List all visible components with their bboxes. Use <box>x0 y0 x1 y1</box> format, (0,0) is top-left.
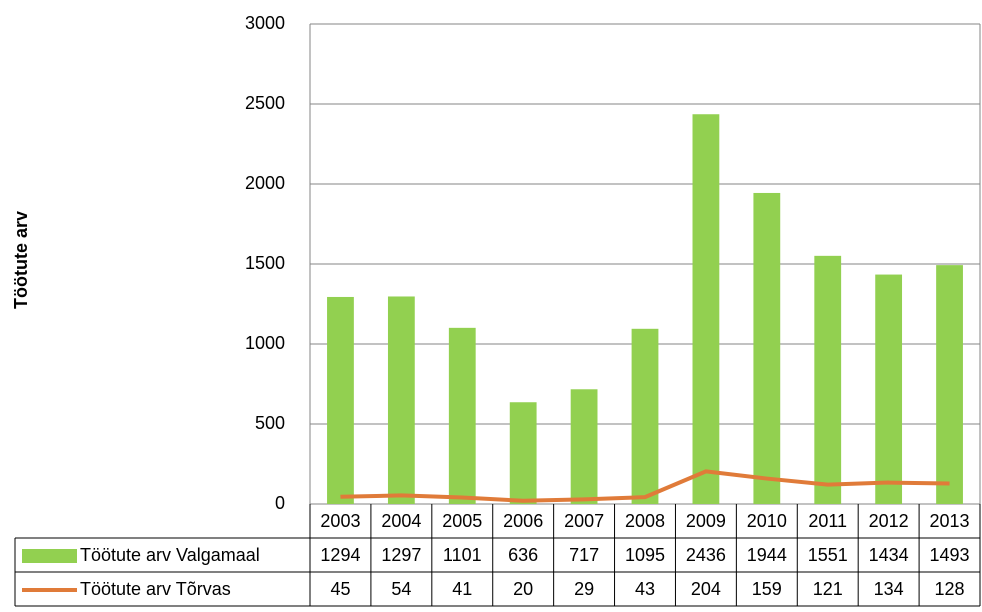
y-tick-label: 1500 <box>245 253 285 273</box>
bar <box>509 402 537 504</box>
table-value: 1434 <box>869 545 909 565</box>
table-value: 1297 <box>381 545 421 565</box>
x-tick-label: 2013 <box>930 511 970 531</box>
x-tick-label: 2006 <box>503 511 543 531</box>
bar <box>692 114 720 505</box>
bar <box>327 296 354 504</box>
x-tick-label: 2007 <box>564 511 604 531</box>
legend-label: Töötute arv Tõrvas <box>80 579 231 599</box>
line <box>340 469 950 503</box>
table-value: 1551 <box>808 545 848 565</box>
x-tick-label: 2010 <box>747 511 787 531</box>
table-value: 204 <box>691 579 721 599</box>
table-value: 128 <box>935 579 965 599</box>
table-value: 1101 <box>443 545 482 565</box>
x-tick-label: 2003 <box>320 511 360 531</box>
table-value: 43 <box>635 579 655 599</box>
bar <box>387 296 415 504</box>
table-value: 717 <box>569 545 599 565</box>
legend-label: Töötute arv Valgamaal <box>80 545 260 565</box>
y-tick-label: 0 <box>275 493 285 513</box>
table-value: 41 <box>452 579 472 599</box>
y-axis-title: Töötute arv <box>11 211 31 309</box>
table-value: 1944 <box>747 545 787 565</box>
table-value: 2436 <box>686 545 726 565</box>
table-value: 29 <box>574 579 594 599</box>
bar <box>814 255 842 504</box>
y-tick-label: 3000 <box>245 13 285 33</box>
table-value: 1493 <box>930 545 970 565</box>
x-tick-label: 2005 <box>442 511 482 531</box>
table-value: 121 <box>813 579 843 599</box>
table-value: 20 <box>513 579 533 599</box>
bar <box>448 327 476 504</box>
table-value: 159 <box>752 579 782 599</box>
bar <box>631 328 659 504</box>
bar <box>753 192 781 504</box>
table-value: 1095 <box>625 545 665 565</box>
x-tick-label: 2011 <box>808 511 847 531</box>
table-value: 134 <box>874 579 904 599</box>
table-value: 54 <box>391 579 411 599</box>
table-value: 636 <box>508 545 538 565</box>
bar <box>875 274 903 504</box>
table-value: 45 <box>330 579 350 599</box>
table-value: 1294 <box>320 545 360 565</box>
bar <box>570 389 598 504</box>
y-tick-label: 1000 <box>245 333 285 353</box>
x-tick-label: 2008 <box>625 511 665 531</box>
y-tick-label: 2500 <box>245 93 285 113</box>
x-tick-label: 2009 <box>686 511 726 531</box>
x-tick-label: 2004 <box>381 511 421 531</box>
y-tick-label: 2000 <box>245 173 285 193</box>
legend-swatch <box>22 549 77 563</box>
y-tick-label: 500 <box>255 413 285 433</box>
bar <box>936 265 963 504</box>
x-tick-label: 2012 <box>869 511 909 531</box>
